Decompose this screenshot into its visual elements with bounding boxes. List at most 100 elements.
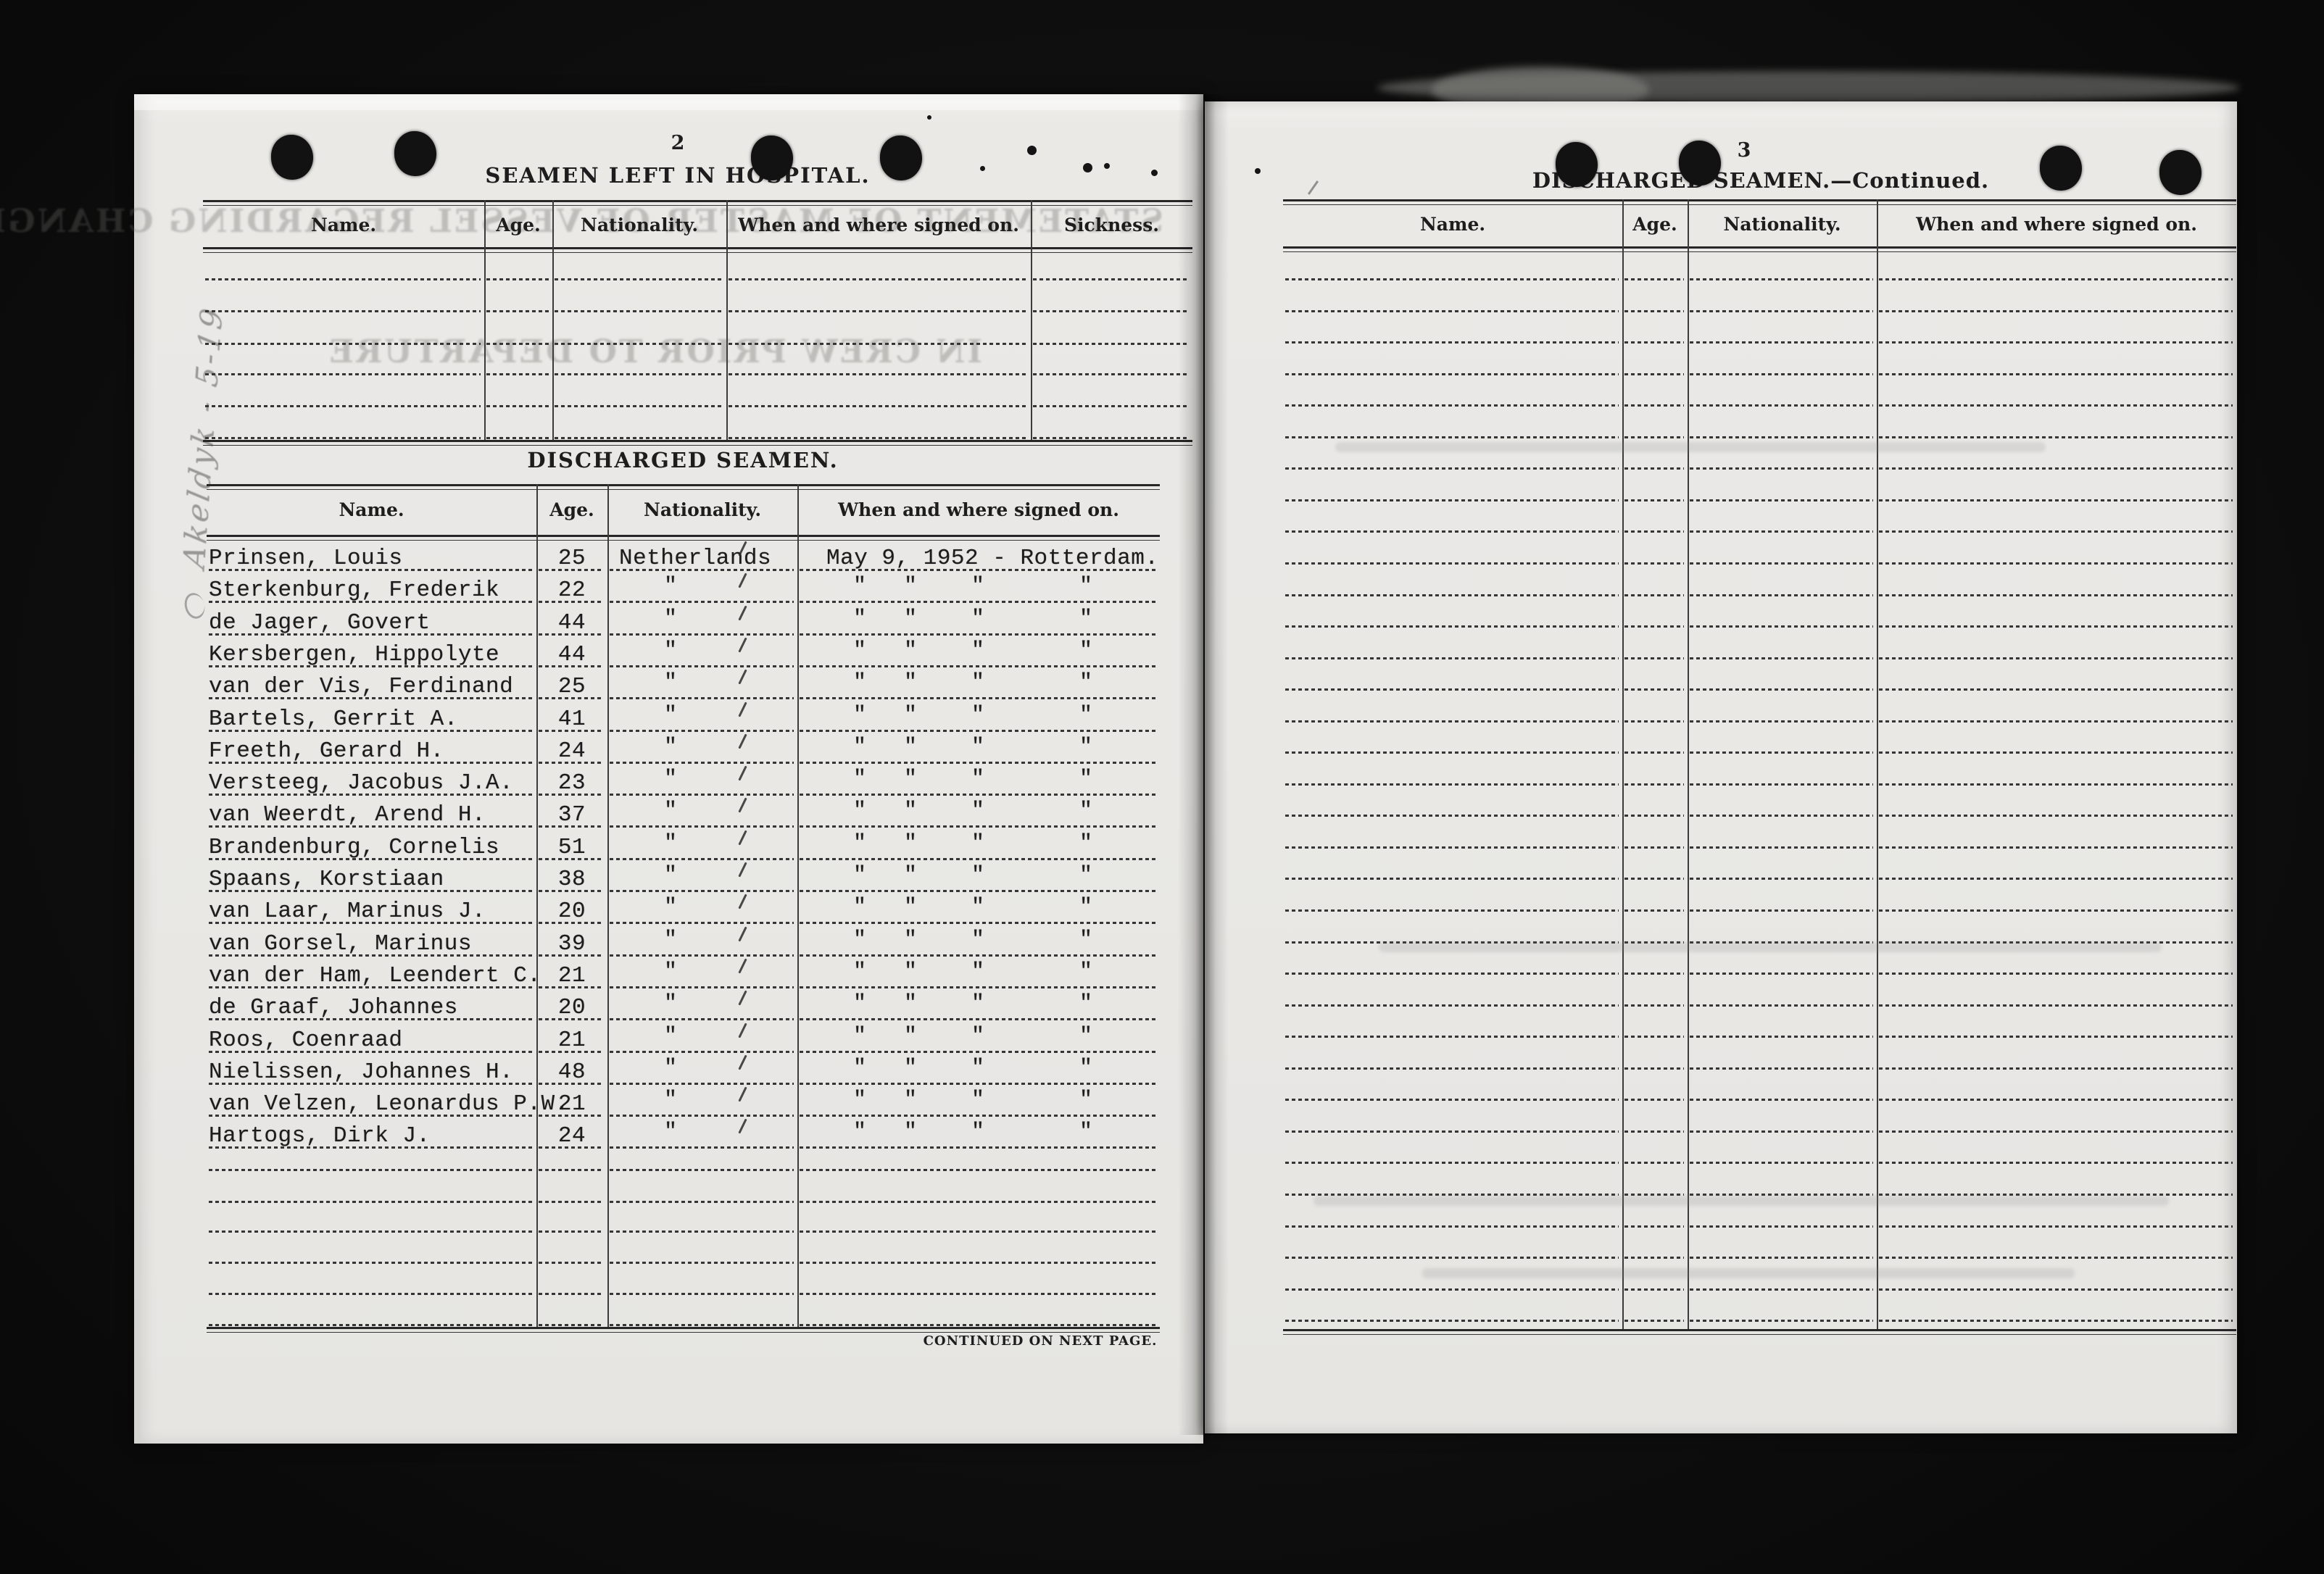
dotted-line <box>1690 751 1873 754</box>
dotted-line <box>1624 625 1684 628</box>
dotted-line <box>610 697 794 700</box>
punch-hole <box>1679 141 1721 186</box>
dotted-line <box>1690 941 1873 944</box>
row-name: van Gorsel, Marinus <box>209 930 472 957</box>
dotted-line <box>1285 309 1619 312</box>
table-row: Hartogs, Dirk J. 24 " " " " " <box>134 1118 1160 1150</box>
column-divider <box>484 200 486 442</box>
ditto-mark: " <box>853 702 867 728</box>
ditto-mark: " <box>904 1088 918 1113</box>
dotted-line <box>1624 751 1684 754</box>
dotted-line <box>1879 1225 2233 1228</box>
ditto-mark: " <box>904 1120 918 1145</box>
row-age: 21 <box>557 1091 586 1117</box>
dotted-line <box>1624 594 1684 596</box>
ditto-mark: " <box>664 1023 678 1049</box>
bleedthrough-smudge <box>1314 1196 2169 1206</box>
ditto-mark: " <box>664 830 678 856</box>
row-name: Kersbergen, Hippolyte <box>209 641 500 667</box>
pen-tick <box>738 669 747 685</box>
dotted-line <box>1879 688 2233 691</box>
ditto-mark: " <box>1079 1055 1093 1080</box>
ditto-mark: " <box>664 927 678 952</box>
ditto-mark: " <box>904 895 918 920</box>
dotted-line <box>539 761 604 764</box>
dotted-line <box>1624 530 1684 533</box>
ditto-mark: " <box>971 670 985 696</box>
dotted-line <box>205 310 481 312</box>
dotted-line <box>1690 657 1873 659</box>
dotted-line <box>539 1231 604 1233</box>
dotted-line <box>1285 594 1619 596</box>
double-rule <box>203 247 1192 253</box>
dotted-line <box>800 1082 1156 1085</box>
ditto-mark: " <box>971 1120 985 1145</box>
row-name: Roos, Coenraad <box>209 1027 403 1053</box>
ditto-mark: " <box>904 1055 918 1080</box>
dotted-line <box>1624 1320 1684 1323</box>
dotted-line <box>1285 815 1619 817</box>
dotted-line <box>800 569 1156 571</box>
bleedthrough-line-2: IN CREW PRIOR TO DEPARTURE <box>327 333 982 370</box>
dotted-line <box>1879 1067 2233 1070</box>
dotted-line <box>539 1050 604 1053</box>
dotted-line <box>539 1146 604 1149</box>
dotted-line <box>1285 625 1619 628</box>
ditto-mark: " <box>664 991 678 1017</box>
dotted-line <box>209 794 533 796</box>
row-age: 38 <box>557 867 586 892</box>
row-age: 24 <box>557 738 586 764</box>
row-name: Versteeg, Jacobus J.A. <box>209 770 514 796</box>
dotted-line <box>1285 467 1619 470</box>
punch-hole <box>2040 146 2082 191</box>
header-cell: When and where signed on. <box>738 215 1019 236</box>
row-age: 44 <box>557 641 586 667</box>
dotted-line <box>1285 1193 1619 1196</box>
ditto-mark: " <box>904 1023 918 1049</box>
table-row: Prinsen, Louis 25 Netherlands May 9, 1952 -… <box>134 541 1160 572</box>
pen-tick <box>738 1086 747 1102</box>
row-name: van Velzen, Leonardus P.W. <box>209 1091 569 1117</box>
dotted-line <box>555 310 723 312</box>
ditto-mark: " <box>904 702 918 728</box>
dotted-line <box>1690 1257 1873 1259</box>
ink-speck <box>1026 145 1037 155</box>
ditto-mark: " <box>904 830 918 856</box>
dotted-line <box>610 986 794 988</box>
column-divider <box>552 200 554 442</box>
column-divider <box>1688 199 1689 1330</box>
dotted-line <box>1033 343 1189 345</box>
dotted-line <box>610 1201 794 1203</box>
dotted-line <box>1690 625 1873 628</box>
header-cell: When and where signed on. <box>1916 214 2197 235</box>
dotted-line <box>1624 846 1684 849</box>
dotted-line <box>1879 909 2233 912</box>
dotted-line <box>800 1018 1156 1021</box>
dotted-line <box>610 890 794 892</box>
dotted-line <box>1285 1162 1619 1165</box>
dotted-line <box>610 1169 794 1171</box>
ditto-mark: " <box>971 702 985 728</box>
dotted-line <box>1285 499 1619 501</box>
dotted-line <box>610 633 794 636</box>
dotted-line <box>800 857 1156 860</box>
pen-tick <box>738 926 747 942</box>
pen-tick <box>738 1022 747 1038</box>
dotted-line <box>1690 815 1873 817</box>
page-seam <box>1178 94 1229 1435</box>
bleedthrough-smudge <box>1422 1268 2075 1278</box>
ditto-mark: " <box>664 863 678 888</box>
bleedthrough-smudge <box>1379 942 2162 952</box>
dotted-line <box>610 825 794 828</box>
dotted-line <box>1285 530 1619 533</box>
dotted-line <box>1624 499 1684 501</box>
punch-hole <box>1556 142 1598 187</box>
dotted-line <box>1690 1036 1873 1038</box>
dotted-line <box>610 569 794 571</box>
dotted-line <box>1879 720 2233 723</box>
dotted-line <box>1879 499 2233 501</box>
pen-tick <box>738 572 747 588</box>
row-name: van der Ham, Leendert C. <box>209 962 541 988</box>
row-age: 51 <box>557 834 586 860</box>
header-cell: Age. <box>549 499 594 520</box>
